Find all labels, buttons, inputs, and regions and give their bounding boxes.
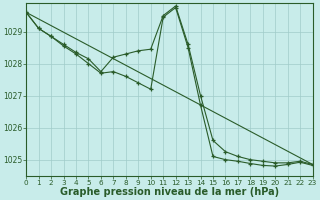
X-axis label: Graphe pression niveau de la mer (hPa): Graphe pression niveau de la mer (hPa): [60, 187, 279, 197]
